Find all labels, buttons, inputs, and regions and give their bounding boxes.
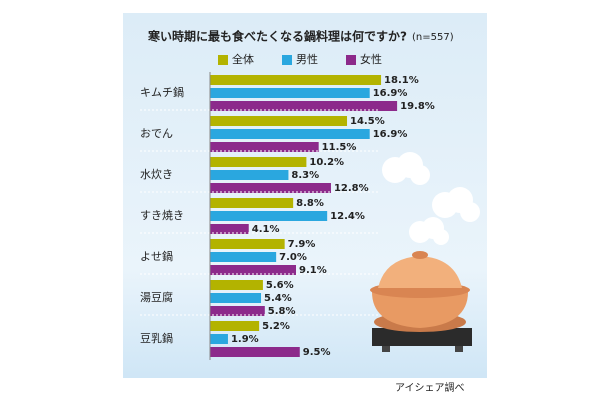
value-label: 12.8% bbox=[334, 183, 369, 194]
bar bbox=[210, 170, 289, 180]
bar bbox=[210, 129, 370, 139]
legend-label: 女性 bbox=[360, 52, 382, 66]
value-label: 9.1% bbox=[299, 265, 327, 276]
bar bbox=[210, 334, 228, 344]
value-label: 9.5% bbox=[303, 347, 331, 358]
bar bbox=[210, 321, 260, 331]
value-label: 8.8% bbox=[296, 198, 324, 209]
legend-label: 男性 bbox=[296, 52, 318, 66]
value-label: 16.9% bbox=[373, 129, 408, 140]
illustration bbox=[370, 152, 480, 352]
bar bbox=[210, 157, 307, 167]
value-label: 10.2% bbox=[309, 157, 344, 168]
bar bbox=[210, 306, 265, 316]
bar bbox=[210, 347, 300, 357]
bar bbox=[210, 252, 277, 262]
bar bbox=[210, 280, 263, 290]
bar bbox=[210, 211, 328, 221]
value-label: 5.8% bbox=[268, 306, 296, 317]
bar bbox=[210, 101, 398, 111]
value-label: 12.4% bbox=[330, 211, 365, 222]
category-label: よせ鍋 bbox=[140, 249, 173, 263]
bar bbox=[210, 116, 348, 126]
bar bbox=[210, 265, 296, 275]
value-label: 4.1% bbox=[252, 224, 280, 235]
value-label: 11.5% bbox=[322, 142, 357, 153]
category-label: キムチ鍋 bbox=[140, 85, 184, 99]
category-label: 水炊き bbox=[140, 168, 173, 181]
bar bbox=[210, 142, 319, 152]
value-label: 5.6% bbox=[266, 280, 294, 291]
bar bbox=[210, 224, 249, 234]
chart-title: 寒い時期に最も食べたくなる鍋料理は何ですか? bbox=[147, 29, 407, 44]
legend-swatch bbox=[346, 55, 356, 65]
sample-note: (n=557) bbox=[412, 32, 454, 43]
value-label: 14.5% bbox=[350, 116, 385, 127]
category-label: 豆乳鍋 bbox=[140, 331, 173, 345]
value-label: 8.3% bbox=[291, 170, 319, 181]
source: アイシェア調べ bbox=[395, 381, 465, 394]
bar bbox=[210, 88, 370, 98]
value-label: 5.2% bbox=[262, 321, 290, 332]
bar bbox=[210, 239, 285, 249]
legend-swatch bbox=[282, 55, 292, 65]
bar bbox=[210, 198, 294, 208]
value-label: 7.0% bbox=[279, 252, 307, 263]
bar bbox=[210, 293, 262, 303]
value-label: 1.9% bbox=[231, 334, 259, 345]
category-label: おでん bbox=[140, 127, 173, 140]
category-label: すき焼き bbox=[140, 209, 184, 222]
value-label: 18.1% bbox=[384, 75, 419, 86]
value-label: 5.4% bbox=[264, 293, 292, 304]
legend-label: 全体 bbox=[232, 52, 254, 66]
value-label: 16.9% bbox=[373, 88, 408, 99]
bar bbox=[210, 75, 382, 85]
value-label: 7.9% bbox=[288, 239, 316, 250]
category-label: 湯豆腐 bbox=[140, 290, 173, 304]
legend-swatch bbox=[218, 55, 228, 65]
value-label: 19.8% bbox=[400, 101, 435, 112]
bar bbox=[210, 183, 331, 193]
